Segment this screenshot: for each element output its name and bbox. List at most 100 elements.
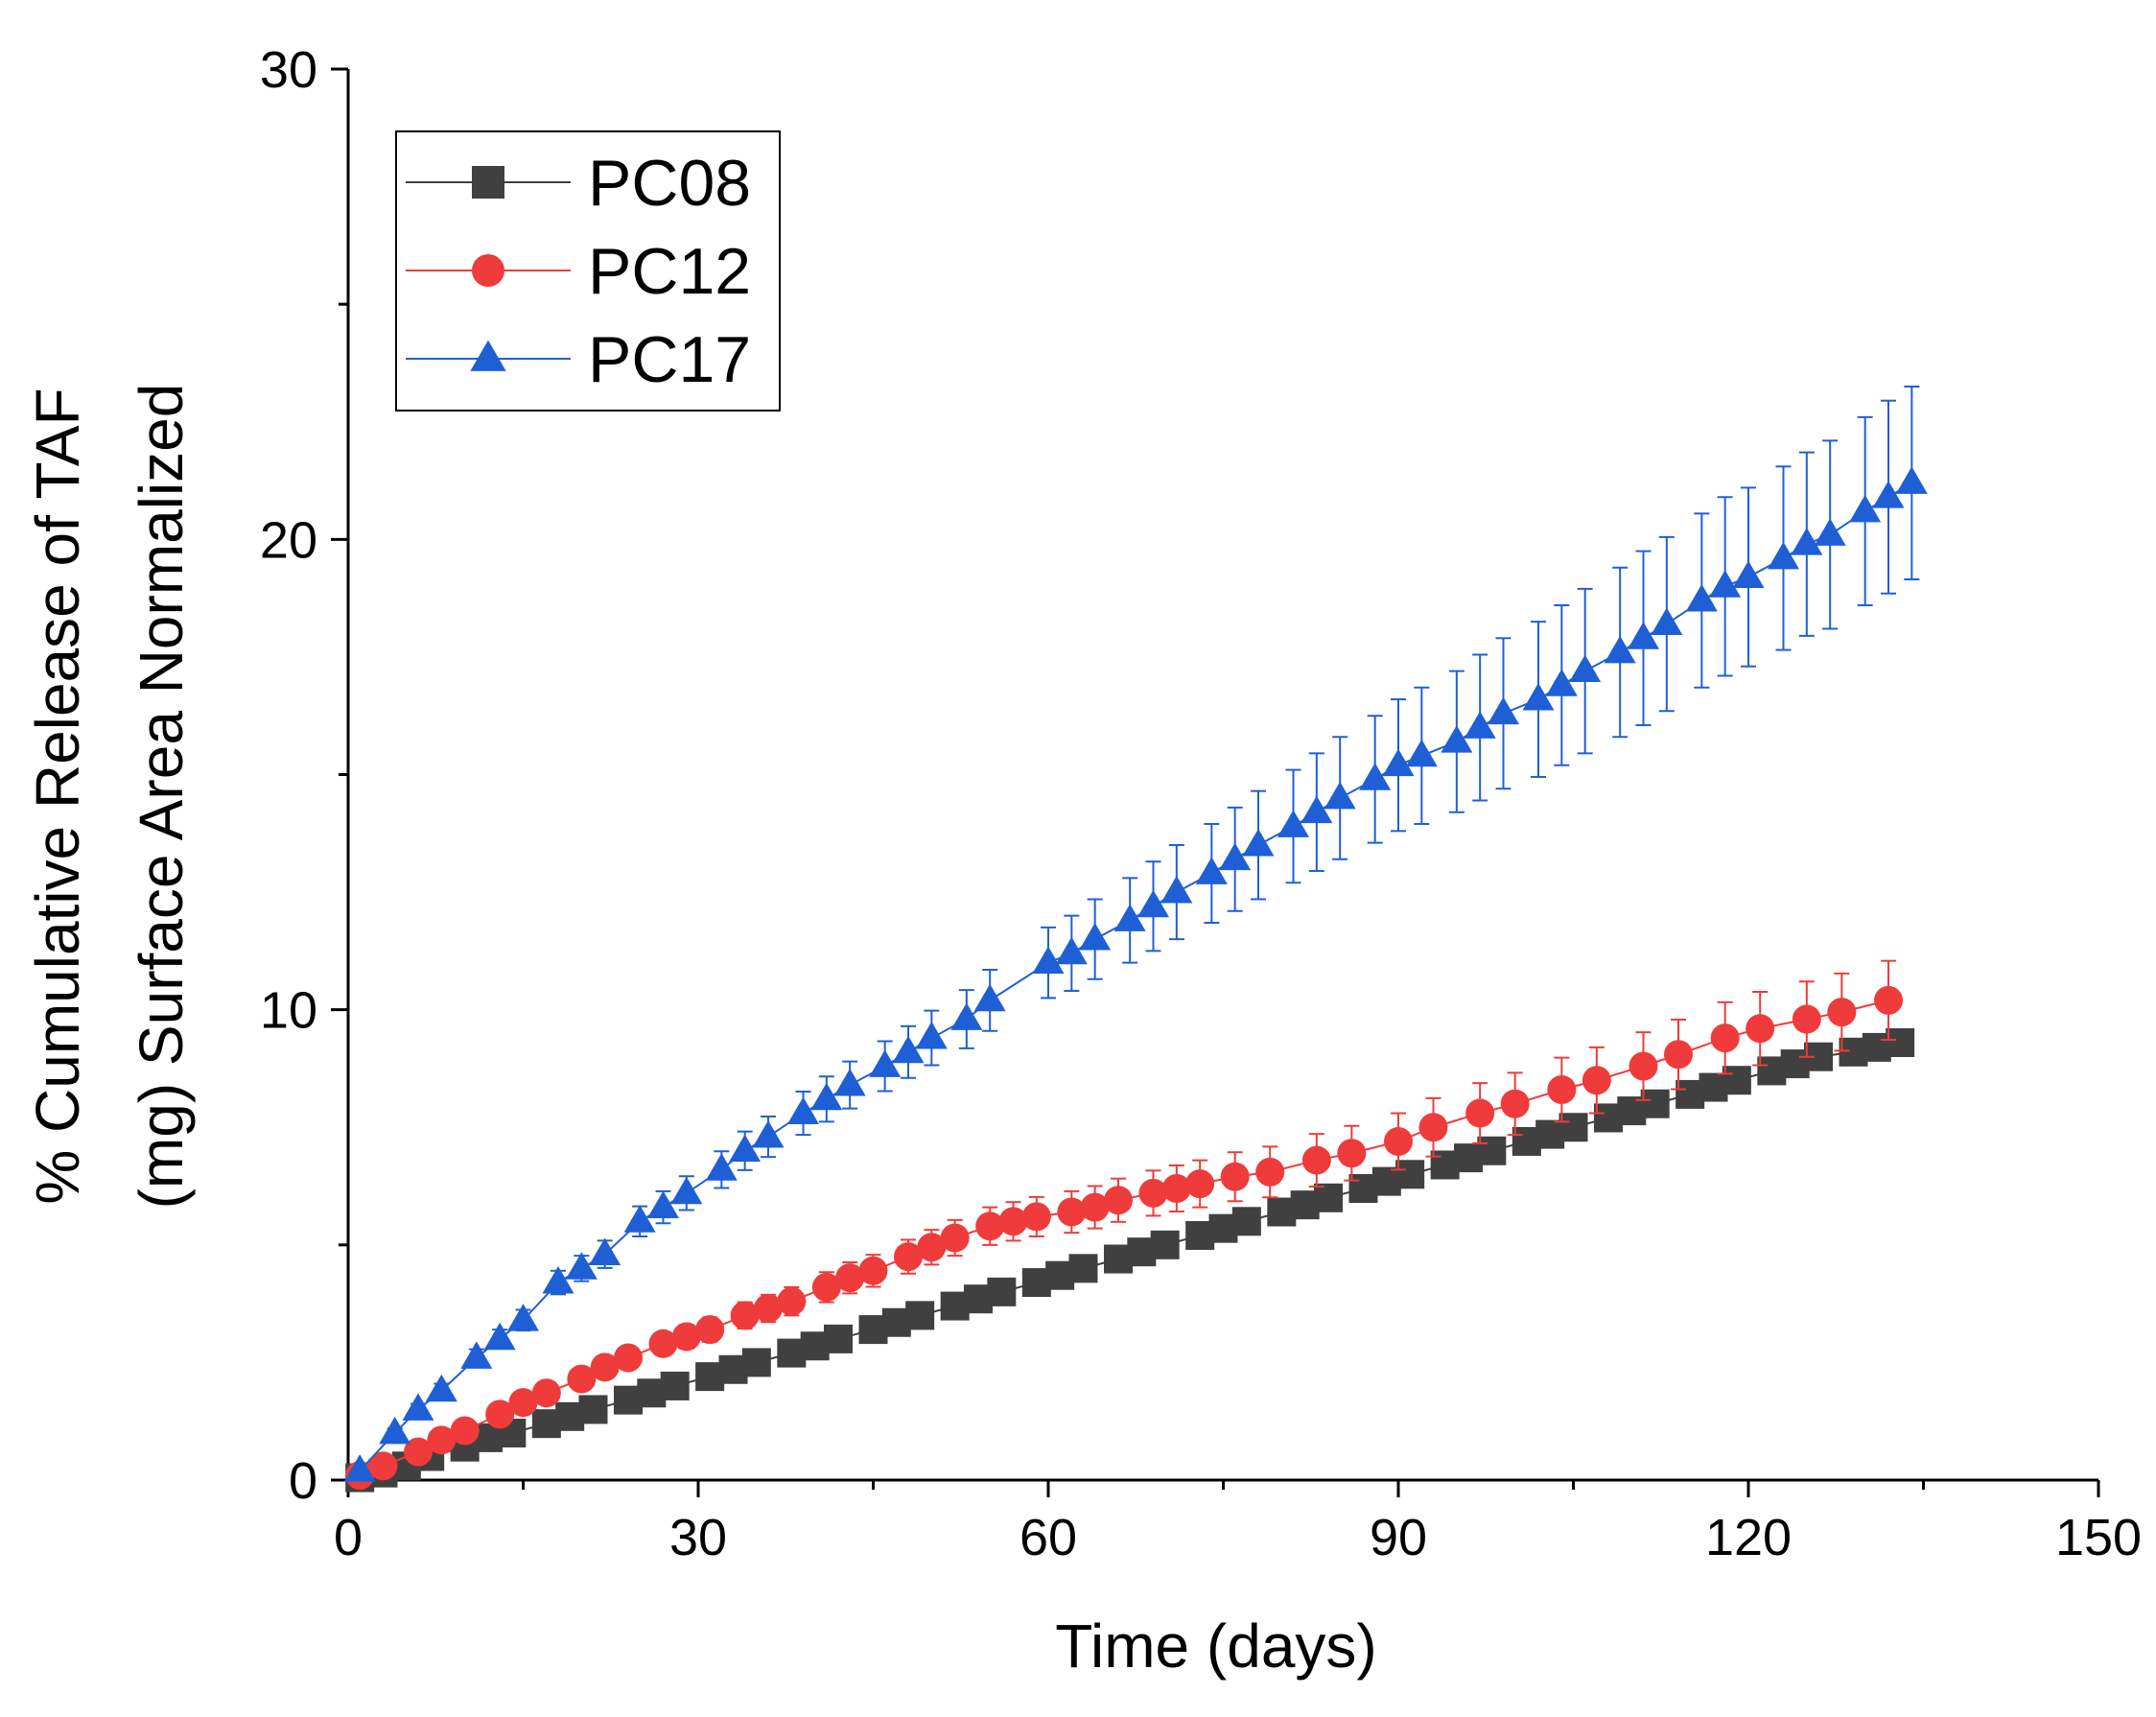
data-point [578, 1395, 608, 1424]
data-point [1277, 810, 1309, 837]
data-point [565, 1252, 598, 1280]
data-point [950, 1002, 983, 1030]
series-pc08 [345, 1027, 1915, 1493]
data-point [1021, 1202, 1051, 1232]
data-point [940, 1223, 970, 1253]
data-point [777, 1286, 807, 1316]
data-point [894, 1242, 923, 1272]
data-point [1150, 1230, 1180, 1259]
legend-entry-pc12: PC12 [406, 235, 751, 308]
data-point [1314, 1183, 1343, 1212]
data-point [1359, 763, 1392, 790]
legend-entry-pc08: PC08 [406, 147, 751, 220]
data-point [1301, 795, 1333, 824]
data-point [835, 1263, 865, 1293]
data-point [1382, 748, 1415, 777]
y-tick-label: 30 [260, 41, 317, 99]
legend-marker [472, 254, 504, 287]
data-point [379, 1416, 411, 1445]
data-point [869, 1049, 902, 1077]
data-point [1640, 1089, 1670, 1118]
x-tick-label: 30 [669, 1509, 727, 1566]
series-layer [343, 385, 1928, 1493]
legend-label: PC08 [588, 147, 751, 220]
data-point [1522, 682, 1555, 711]
data-point [427, 1425, 457, 1455]
data-point [542, 1265, 574, 1294]
x-tick-label: 90 [1370, 1509, 1427, 1566]
data-point [1685, 583, 1718, 612]
axes: 0 30 60 90 120 150 0 10 20 30 [260, 41, 2142, 1566]
data-point [811, 1272, 841, 1302]
data-point [1710, 1023, 1740, 1053]
data-point [460, 1341, 493, 1369]
data-point [1465, 1098, 1495, 1128]
data-point [1582, 1066, 1611, 1095]
x-tick-label: 120 [1705, 1509, 1792, 1566]
y-tick-label: 10 [260, 982, 317, 1040]
data-point [1709, 570, 1742, 598]
data-point [787, 1096, 819, 1124]
data-point [892, 1035, 925, 1064]
data-point [1477, 1136, 1507, 1165]
data-point [1464, 711, 1496, 739]
data-point [1628, 622, 1659, 649]
x-tick-label: 60 [1019, 1509, 1077, 1566]
data-point [1231, 1207, 1261, 1236]
data-point [1849, 494, 1882, 523]
data-point [810, 1082, 843, 1111]
data-point [1337, 1139, 1367, 1168]
data-point [1255, 1157, 1285, 1187]
data-point [1664, 1040, 1693, 1070]
data-point [343, 1454, 376, 1482]
data-point [590, 1352, 620, 1382]
data-point [1768, 541, 1799, 570]
data-point [1384, 1126, 1413, 1156]
data-point [1219, 842, 1252, 871]
data-point [987, 1277, 1017, 1306]
data-point [824, 1324, 853, 1353]
y-tick-label: 20 [260, 511, 317, 569]
data-point [1732, 560, 1765, 588]
data-point [915, 1021, 948, 1049]
series-pc17 [343, 385, 1928, 1482]
data-point [1886, 1027, 1915, 1057]
data-point [752, 1119, 785, 1148]
legend-marker [472, 166, 504, 199]
data-point [567, 1364, 597, 1394]
x-tick-label: 150 [2055, 1509, 2142, 1566]
data-point [1547, 1075, 1577, 1105]
data-point [368, 1451, 398, 1481]
data-point [1242, 828, 1275, 857]
data-point [670, 1176, 703, 1205]
data-point [998, 1207, 1028, 1236]
data-point [450, 1416, 480, 1446]
data-point [1488, 696, 1519, 725]
data-point [1220, 1162, 1250, 1191]
data-point [973, 983, 1006, 1012]
data-point [671, 1322, 701, 1352]
data-point [508, 1388, 538, 1418]
data-point [975, 1211, 1005, 1241]
data-point [1722, 1066, 1751, 1095]
legend: PC08 PC12 PC17 [395, 130, 781, 412]
data-point [1137, 889, 1169, 918]
data-point [648, 1329, 678, 1358]
data-point [1055, 936, 1088, 965]
data-point [730, 1301, 760, 1330]
data-point [1104, 1186, 1133, 1215]
legend-label: PC17 [588, 323, 751, 396]
data-point [754, 1294, 783, 1324]
data-point [507, 1304, 539, 1331]
data-point [1195, 857, 1228, 884]
data-point [404, 1437, 433, 1467]
data-point [1569, 654, 1602, 683]
data-point [1545, 669, 1578, 696]
data-point [1500, 1089, 1530, 1118]
data-point [1418, 1113, 1448, 1142]
data-point [705, 1153, 738, 1181]
data-point [1441, 725, 1473, 753]
data-point [1161, 1173, 1191, 1203]
y-axis-title-line-2: (mg) Surface Area Normalized [127, 384, 196, 1210]
